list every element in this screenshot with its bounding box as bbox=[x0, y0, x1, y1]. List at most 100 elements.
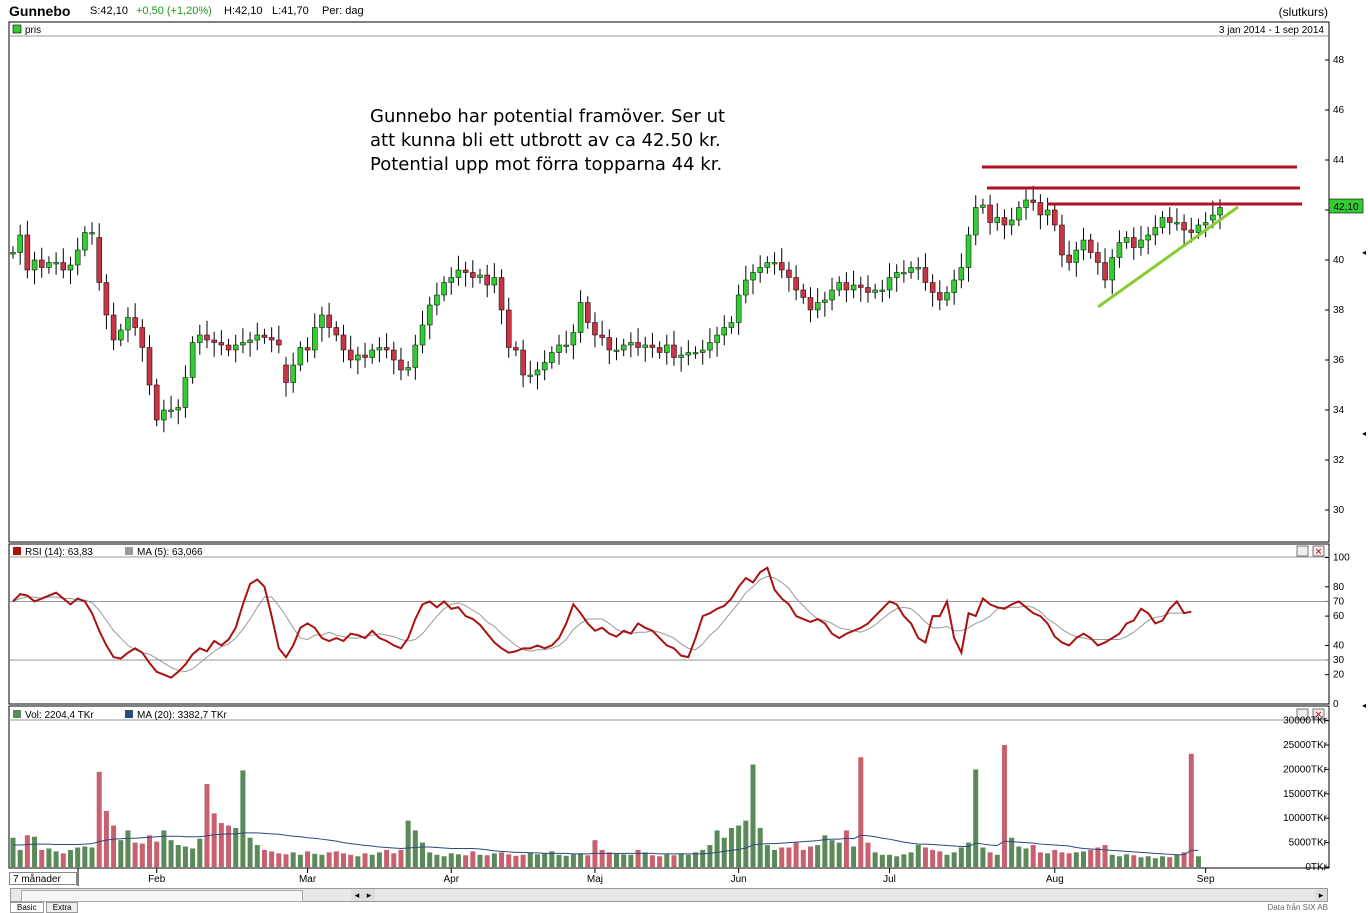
last-price-value: 42,10 bbox=[1333, 202, 1358, 213]
candle-body bbox=[951, 279, 957, 293]
time-scrollbar[interactable]: ◂ ▸ ▸ bbox=[10, 888, 1328, 902]
candle-body bbox=[240, 342, 246, 346]
candle-body bbox=[527, 374, 534, 377]
candle-body bbox=[369, 349, 375, 358]
volume-bar bbox=[556, 854, 562, 867]
volume-bar bbox=[793, 842, 799, 867]
scroll-right-icon[interactable]: ▸ bbox=[363, 889, 375, 901]
price-tick-label: 36 bbox=[1333, 355, 1345, 366]
price-scale-arrow-icon[interactable]: ◂ bbox=[1362, 248, 1366, 257]
volume-bar bbox=[987, 852, 993, 867]
volume-bar bbox=[369, 854, 375, 867]
vol-settings-icon[interactable] bbox=[1296, 708, 1309, 720]
volume-bar bbox=[657, 856, 663, 867]
rsi-settings-icon[interactable] bbox=[1296, 545, 1309, 557]
candle-body bbox=[326, 314, 332, 328]
annotation-line-1: Gunnebo har potential framöver. Ser ut bbox=[370, 106, 725, 127]
volume-bar bbox=[1095, 847, 1101, 867]
rsi-scale-arrow-icon[interactable]: ◂ bbox=[1362, 701, 1366, 710]
candle-body bbox=[89, 232, 95, 235]
volume-bar bbox=[872, 852, 878, 867]
candle-body bbox=[937, 292, 943, 301]
tab-basic[interactable]: Basic bbox=[10, 902, 44, 913]
price-scale-arrow-icon-2[interactable]: ◂ bbox=[1362, 429, 1366, 438]
price-tick-label: 34 bbox=[1333, 405, 1345, 416]
volume-bar bbox=[326, 852, 332, 867]
volume-bar bbox=[700, 849, 706, 867]
volume-bar bbox=[1009, 837, 1015, 867]
volume-bar bbox=[218, 823, 224, 867]
volume-bar bbox=[46, 848, 52, 867]
candle-body bbox=[110, 314, 117, 341]
period-value[interactable]: Per: dag bbox=[322, 5, 364, 17]
volume-bar bbox=[1016, 846, 1022, 867]
volume-bar bbox=[937, 851, 943, 867]
rsi-ma-line bbox=[12, 576, 1192, 673]
month-label: Jun bbox=[731, 874, 747, 885]
candle-body bbox=[1145, 234, 1151, 241]
candle-body bbox=[865, 287, 871, 293]
tab-extra[interactable]: Extra bbox=[45, 902, 79, 913]
candle-body bbox=[1030, 199, 1036, 203]
candle-body bbox=[714, 334, 720, 343]
scrollbar-thumb[interactable] bbox=[21, 890, 303, 902]
volume-bar bbox=[506, 854, 512, 867]
volume-bar bbox=[82, 846, 88, 867]
month-x-axis: Feb Mar Apr Maj Jun Jul Aug Sep bbox=[77, 868, 1215, 886]
candle-body bbox=[635, 342, 641, 348]
volume-bar bbox=[1167, 857, 1173, 867]
price-tick-label: 48 bbox=[1333, 55, 1345, 66]
low-value: L:41,70 bbox=[272, 5, 309, 17]
candle-body bbox=[261, 334, 268, 338]
volume-bar bbox=[887, 854, 893, 867]
volume-bar bbox=[17, 849, 23, 867]
candle-body bbox=[419, 324, 426, 346]
last-price-badge bbox=[1328, 198, 1364, 214]
volume-bar bbox=[182, 846, 188, 867]
volume-bar bbox=[786, 847, 792, 867]
price-mode[interactable]: (slutkurs) bbox=[1278, 5, 1328, 19]
candle-body bbox=[182, 377, 189, 408]
candle-body bbox=[1131, 237, 1137, 248]
candle-body bbox=[74, 249, 81, 266]
candle-body bbox=[362, 354, 368, 358]
vol-ma-legend-swatch bbox=[125, 710, 133, 718]
month-label: Sep bbox=[1197, 874, 1215, 885]
candle-body bbox=[455, 269, 462, 278]
vol-tick-label: 30000TKr bbox=[1283, 716, 1328, 727]
volume-bar bbox=[103, 810, 109, 867]
scroll-end-icon[interactable]: ▸ bbox=[1315, 889, 1327, 901]
candle-body bbox=[477, 274, 483, 278]
candle-body bbox=[491, 277, 498, 286]
vol-tick-label: 25000TKr bbox=[1283, 740, 1328, 751]
candle-body bbox=[965, 234, 972, 268]
rsi-close-icon[interactable] bbox=[1312, 545, 1325, 557]
month-label: Feb bbox=[148, 874, 166, 885]
rsi-tick-label: 80 bbox=[1333, 582, 1345, 593]
volume-bar bbox=[463, 855, 469, 867]
pris-legend-swatch bbox=[12, 24, 22, 34]
volume-bar bbox=[470, 851, 476, 867]
volume-bar bbox=[261, 849, 267, 867]
candle-body bbox=[534, 369, 541, 376]
candle-body bbox=[398, 359, 404, 371]
candle-body bbox=[735, 294, 742, 323]
volume-bar bbox=[147, 835, 153, 867]
volume-bar bbox=[1059, 852, 1065, 867]
vol-close-icon[interactable] bbox=[1312, 708, 1325, 720]
volume-bar bbox=[111, 825, 117, 867]
volume-bar bbox=[477, 854, 483, 867]
candle-body bbox=[814, 302, 821, 311]
volume-bar bbox=[297, 854, 303, 867]
candle-body bbox=[125, 317, 131, 331]
period-selector[interactable]: 7 månader bbox=[9, 872, 77, 885]
candle-body bbox=[67, 264, 74, 271]
rsi-ma-legend-label: MA (5): 63,066 bbox=[137, 547, 203, 558]
volume-bar bbox=[980, 847, 986, 867]
volume-bar bbox=[549, 851, 555, 867]
volume-bar bbox=[168, 840, 174, 867]
candle-body bbox=[836, 282, 842, 291]
volume-bar bbox=[930, 849, 936, 867]
volume-bar bbox=[671, 855, 677, 867]
scroll-left-icon[interactable]: ◂ bbox=[351, 889, 363, 901]
